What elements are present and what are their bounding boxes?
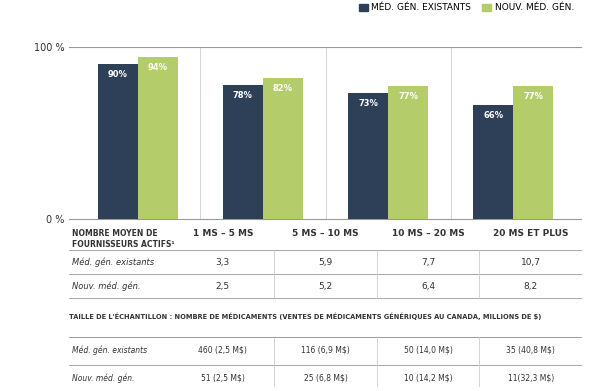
Text: 10 MS – 20 MS: 10 MS – 20 MS — [392, 229, 464, 238]
Text: 116 (6,9 M$): 116 (6,9 M$) — [301, 345, 350, 355]
Text: 5,9: 5,9 — [319, 258, 332, 267]
Bar — [138, 57, 178, 219]
Text: 10,7: 10,7 — [521, 258, 541, 267]
Bar — [98, 64, 138, 219]
Text: 73%: 73% — [358, 99, 378, 108]
Text: NOMBRE MOYEN DE
FOURNISSEURS ACTIFS¹: NOMBRE MOYEN DE FOURNISSEURS ACTIFS¹ — [71, 229, 175, 249]
Text: 78%: 78% — [233, 91, 253, 100]
Text: Méd. gén. existants: Méd. gén. existants — [71, 258, 154, 267]
Bar — [223, 85, 263, 219]
Bar — [513, 86, 553, 219]
Text: 11(32,3 M$): 11(32,3 M$) — [508, 374, 554, 383]
Text: 5 MS – 10 MS: 5 MS – 10 MS — [292, 229, 359, 238]
Text: 51 (2,5 M$): 51 (2,5 M$) — [201, 374, 245, 383]
Bar — [263, 78, 303, 219]
Text: Nouv. méd. gén.: Nouv. méd. gén. — [71, 282, 140, 291]
Text: 77%: 77% — [398, 92, 418, 101]
Text: 10 (14,2 M$): 10 (14,2 M$) — [404, 374, 452, 383]
Text: 3,3: 3,3 — [216, 258, 230, 267]
Text: TAILLE DE L'ÉCHANTILLON : NOMBRE DE MÉDICAMENTS (VENTES DE MÉDICAMENTS GÉNÉRIQUE: TAILLE DE L'ÉCHANTILLON : NOMBRE DE MÉDI… — [69, 313, 541, 320]
Text: 66%: 66% — [483, 111, 503, 120]
Text: 460 (2,5 M$): 460 (2,5 M$) — [199, 345, 247, 355]
Text: 90%: 90% — [108, 70, 128, 79]
Text: 5,2: 5,2 — [319, 282, 332, 291]
Text: 50 (14,0 M$): 50 (14,0 M$) — [404, 345, 452, 355]
Text: Nouv. méd. gén.: Nouv. méd. gén. — [71, 373, 134, 383]
Legend: MÉD. GÉN. EXISTANTS, NOUV. MÉD. GÉN.: MÉD. GÉN. EXISTANTS, NOUV. MÉD. GÉN. — [355, 0, 577, 16]
Text: 6,4: 6,4 — [421, 282, 435, 291]
Bar — [473, 106, 513, 219]
Text: 20 MS ET PLUS: 20 MS ET PLUS — [493, 229, 568, 238]
Text: 25 (6,8 M$): 25 (6,8 M$) — [304, 374, 347, 383]
Bar — [348, 93, 388, 219]
Text: 82%: 82% — [273, 84, 293, 93]
Text: 7,7: 7,7 — [421, 258, 435, 267]
Text: 8,2: 8,2 — [524, 282, 538, 291]
Bar — [388, 86, 428, 219]
Text: 1 MS – 5 MS: 1 MS – 5 MS — [193, 229, 253, 238]
Text: Méd. gén. existants: Méd. gén. existants — [71, 345, 146, 355]
Text: 35 (40,8 M$): 35 (40,8 M$) — [506, 345, 555, 355]
Text: 77%: 77% — [523, 92, 543, 101]
Text: 2,5: 2,5 — [216, 282, 230, 291]
Text: 94%: 94% — [148, 63, 168, 72]
